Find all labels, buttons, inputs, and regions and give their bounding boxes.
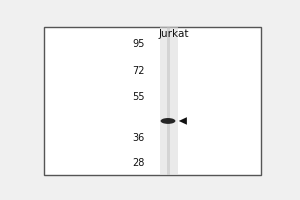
Text: 55: 55 [132,92,145,102]
Text: 95: 95 [132,39,145,49]
Text: 72: 72 [132,66,145,76]
Bar [167,27,170,175]
Ellipse shape [160,118,175,124]
Text: 28: 28 [132,158,145,168]
Polygon shape [179,117,187,125]
Text: Jurkat: Jurkat [158,29,189,39]
Bar [160,27,178,175]
Text: 36: 36 [132,133,145,143]
